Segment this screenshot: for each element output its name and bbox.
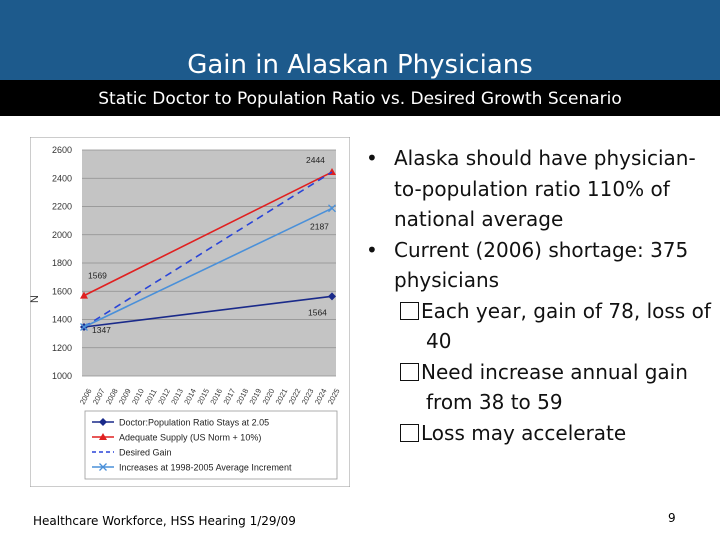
sub-bullet-item: Need increase annual gain from 38 to 59 [362,357,712,418]
gridlines [82,149,336,377]
series-lines [80,168,336,331]
data-label: 1569 [88,271,107,281]
box-glyph-icon [400,362,419,381]
data-point [328,204,336,213]
box-glyph-icon [400,423,419,442]
data-point [80,323,88,331]
y-tick-label: 2600 [52,145,72,155]
box-glyph-icon [400,301,419,320]
y-axis-label: N [30,295,41,303]
y-tick-label: 1200 [52,343,72,353]
page-number: 9 [668,511,676,525]
slide-title: Gain in Alaskan Physicians [187,50,533,80]
series-line [83,207,333,328]
data-point [99,463,107,471]
y-tick-label: 2200 [52,202,72,212]
sub-bullet-text: Each year, gain of 78, loss of 40 [421,298,711,354]
title-banner [0,0,720,80]
series-line [83,295,333,328]
bullet-text: Current (2006) shortage: 375 physicians [394,237,689,293]
bullet-text: Alaska should have physician-to-populati… [394,146,696,231]
legend-label: Increases at 1998-2005 Average Increment [119,463,292,473]
sub-bullet-item: Loss may accelerate [362,418,712,449]
data-point [99,433,107,440]
data-labels: 1347 1569 1564 2187 2444 [88,155,329,335]
legend-label: Adequate Supply (US Norm + 10%) [119,433,261,443]
bullet-item: • Current (2006) shortage: 375 physician… [362,235,712,296]
y-tick-label: 1400 [52,315,72,325]
series-line [83,171,333,297]
y-tick-label: 1800 [52,258,72,268]
legend-label: Desired Gain [119,448,172,458]
y-tick-label: 2400 [52,173,72,183]
y-axis-ticks: 1000 1200 1400 1600 1800 2000 2200 2400 2600 [52,145,72,381]
data-point [99,418,107,426]
bullet-dot-icon: • [366,237,378,262]
y-tick-label: 1000 [52,371,72,381]
sub-bullet-text: Need increase annual gain from 38 to 59 [421,359,688,415]
data-label: 2444 [306,155,325,165]
bullet-dot-icon: • [366,146,378,170]
legend-label: Doctor:Population Ratio Stays at 2.05 [119,418,269,428]
legend-box [84,410,338,480]
slide-subtitle: Static Doctor to Population Ratio vs. De… [98,89,622,109]
data-label: 2187 [310,221,329,231]
footer-text: Healthcare Workforce, HSS Hearing 1/29/0… [33,514,296,528]
sub-bullet-text: Loss may accelerate [421,420,627,445]
subtitle-banner [0,80,720,116]
chart-container: 1000 1200 1400 1600 1800 2000 2200 2400 2600 200… [29,136,351,488]
physician-growth-chart: 1000 1200 1400 1600 1800 2000 2200 2400 2600 200… [29,136,351,488]
bullet-list: • Alaska should have physician-to-popula… [362,143,712,448]
sub-bullet-item: Each year, gain of 78, loss of 40 [362,296,712,357]
data-label: 1564 [308,307,327,317]
y-tick-label: 1600 [52,286,72,296]
y-tick-label: 2000 [52,230,72,240]
legend: Doctor:Population Ratio Stays at 2.05 Ade… [92,418,292,473]
data-label: 1347 [92,325,111,335]
data-point [80,291,88,299]
series-line [83,171,333,328]
bullet-item: • Alaska should have physician-to-popula… [362,143,712,235]
data-point [328,292,336,301]
